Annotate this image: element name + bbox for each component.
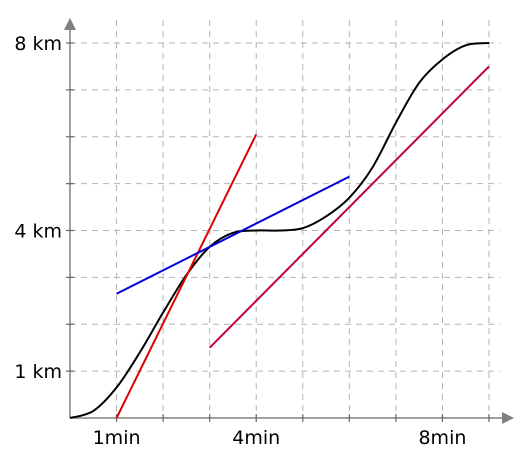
series-line-tangent-shallow — [116, 175, 350, 295]
grid — [70, 20, 500, 418]
y-tick-label: 4 km — [14, 221, 62, 243]
axes — [64, 18, 514, 424]
x-axis-arrow-icon — [502, 412, 514, 424]
x-tick-label: 4min — [232, 427, 280, 449]
y-axis-arrow-icon — [64, 18, 76, 30]
axis-ticks — [66, 42, 490, 422]
x-tick-label: 8min — [418, 427, 466, 449]
series-lines — [69, 42, 490, 419]
y-tick-label: 1 km — [14, 361, 62, 383]
tick-labels: 1min 4min 8min 1 km 4 km 8 km — [14, 33, 466, 449]
y-tick-label: 8 km — [14, 33, 62, 55]
series-line-distance-curve — [69, 42, 490, 419]
x-tick-label: 1min — [93, 427, 141, 449]
series-line-tangent-steep — [115, 133, 258, 419]
series-line-tangent-late — [208, 65, 490, 349]
